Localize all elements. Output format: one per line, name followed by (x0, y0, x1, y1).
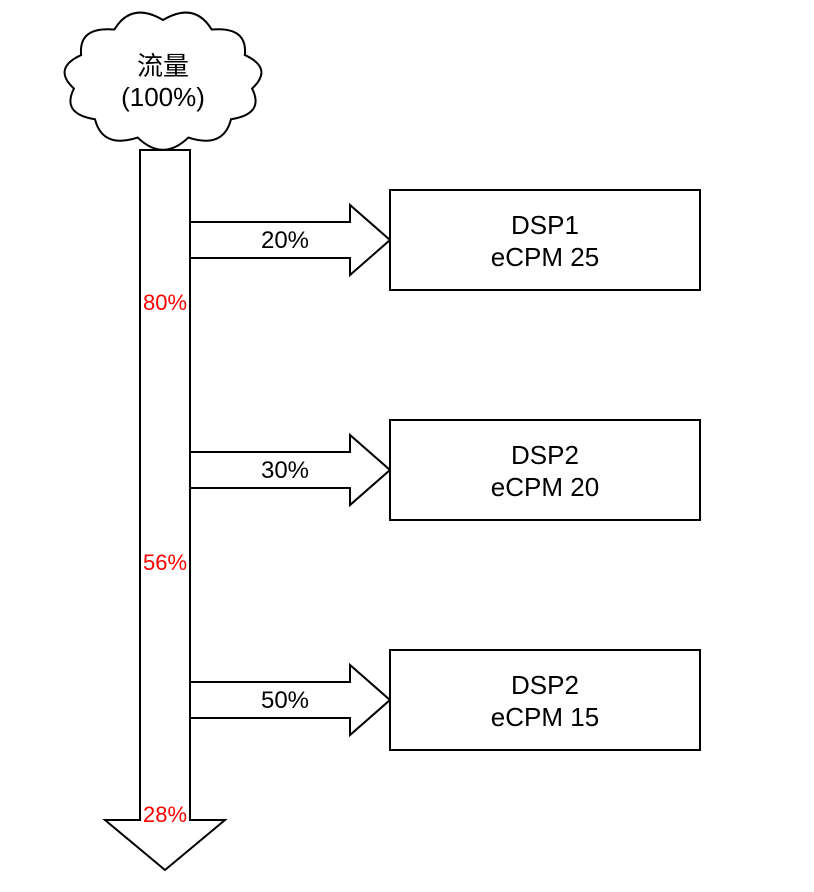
traffic-cloud: 流量 (100%) (65, 13, 262, 150)
dsp-box-1 (390, 190, 700, 290)
branch-percent-3: 50% (261, 687, 309, 714)
remaining-percent-3: 28% (143, 802, 187, 827)
cloud-label-line2: (100%) (121, 82, 205, 112)
remaining-percent-2: 56% (143, 550, 187, 575)
remaining-percent-1: 80% (143, 290, 187, 315)
branch-percent-1: 20% (261, 227, 309, 254)
dsp-box-3 (390, 650, 700, 750)
dsp-box-3-ecpm: eCPM 15 (491, 702, 599, 732)
dsp-box-1-ecpm: eCPM 25 (491, 242, 599, 272)
dsp-box-2-ecpm: eCPM 20 (491, 472, 599, 502)
dsp-box-2-name: DSP2 (511, 440, 579, 470)
dsp-box-2 (390, 420, 700, 520)
dsp-box-1-name: DSP1 (511, 210, 579, 240)
cloud-label-line1: 流量 (137, 51, 189, 81)
traffic-waterfall-diagram: 流量 (100%) 20%DSP1eCPM 2530%DSP2eCPM 2050… (0, 0, 814, 892)
branch-percent-2: 30% (261, 457, 309, 484)
dsp-box-3-name: DSP2 (511, 670, 579, 700)
